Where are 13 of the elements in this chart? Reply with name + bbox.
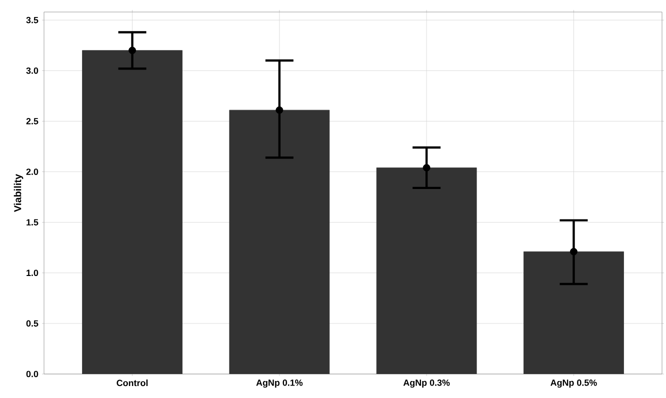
y-tick-label: 0.5 xyxy=(26,320,38,327)
x-tick-label: Control xyxy=(116,380,148,386)
y-axis-title: Viability xyxy=(14,174,24,212)
y-tick-label: 0.0 xyxy=(26,370,38,378)
y-tick-label: 2.5 xyxy=(26,118,38,124)
y-tick-label: 3.5 xyxy=(26,16,38,24)
y-tick-label: 2.0 xyxy=(26,168,38,175)
y-tick-label: 1.0 xyxy=(26,270,38,276)
y-tick-label: 3.0 xyxy=(26,67,38,74)
x-tick-label: AgNp 0.1% xyxy=(256,380,303,388)
x-tick-label: AgNp 0.3% xyxy=(403,380,450,388)
y-tick-label: 1.5 xyxy=(26,219,38,226)
x-tick-label: AgNp 0.5% xyxy=(550,380,597,388)
